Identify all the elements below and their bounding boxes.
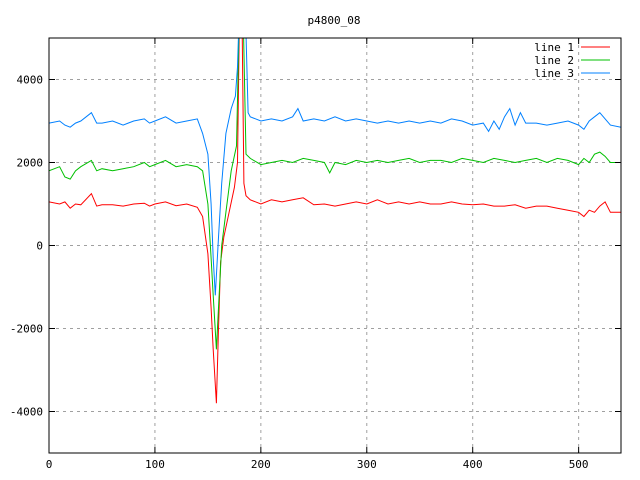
y-tick-label: 4000 xyxy=(17,74,44,87)
series-line-2 xyxy=(49,38,621,350)
x-tick-label: 0 xyxy=(46,458,53,471)
legend-label-2: line 2 xyxy=(534,54,574,67)
series-group xyxy=(49,38,621,404)
y-tick-label: 0 xyxy=(36,240,43,253)
legend-label-1: line 1 xyxy=(534,41,574,54)
x-tick-label: 200 xyxy=(251,458,271,471)
grid xyxy=(48,38,621,453)
y-tick-label: 2000 xyxy=(17,157,44,170)
y-tick-label: -4000 xyxy=(10,406,43,419)
series-line-1 xyxy=(49,38,621,404)
x-tick-label: 500 xyxy=(569,458,589,471)
x-tick-label: 300 xyxy=(357,458,377,471)
legend-label-3: line 3 xyxy=(534,67,574,80)
series-line-3 xyxy=(49,38,621,296)
chart-title: p4800_08 xyxy=(308,14,361,27)
x-tick-label: 400 xyxy=(463,458,483,471)
ticks: -4000 -2000 0 2000 4000 0 100 200 300 400 500 xyxy=(10,38,621,471)
x-tick-label: 100 xyxy=(145,458,165,471)
legend: line 1 line 2 line 3 xyxy=(534,41,610,80)
y-tick-label: -2000 xyxy=(10,323,43,336)
